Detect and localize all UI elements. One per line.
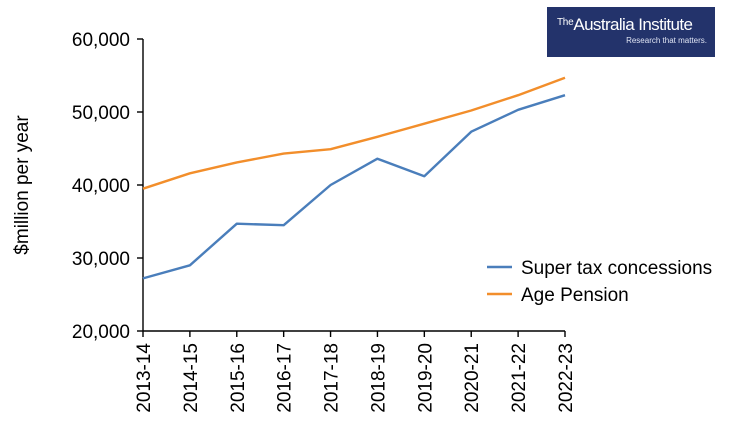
x-tick-label: 2019-20: [415, 343, 436, 413]
x-tick-label: 2014-15: [181, 343, 202, 413]
y-axis: 20,000 30,000 40,000 50,000 60,000: [72, 30, 144, 343]
legend-label: Age Pension: [521, 285, 629, 306]
legend: Super tax concessions Age Pension: [487, 258, 712, 306]
series-lines: [142, 76, 566, 280]
australia-institute-logo: TheAustralia Institute Research that mat…: [547, 7, 715, 57]
series-line: [142, 94, 566, 280]
x-tick-label: 2015-16: [228, 343, 249, 413]
x-axis: 2013-14 2014-15 2015-16 2016-17 2017-18 2018-…: [134, 330, 577, 413]
logo-prefix: The: [557, 17, 574, 28]
x-tick-label: 2022-23: [556, 343, 577, 413]
legend-label: Super tax concessions: [521, 258, 712, 279]
x-tick-label: 2017-18: [322, 343, 343, 413]
x-tick-label: 2016-17: [275, 343, 296, 413]
y-tick-label: 60,000: [72, 30, 130, 51]
logo-title: Australia Institute: [573, 15, 693, 34]
y-tick-label: 50,000: [72, 103, 130, 124]
x-tick-label: 2013-14: [134, 343, 155, 413]
x-tick-label: 2018-19: [368, 343, 389, 413]
y-tick-label: 20,000: [72, 322, 130, 343]
y-tick-label: 40,000: [72, 176, 130, 197]
x-tick-label: 2021-22: [509, 343, 530, 413]
y-tick-label: 30,000: [72, 249, 130, 270]
logo-tagline: Research that matters.: [626, 36, 707, 45]
logo-name: TheAustralia Institute: [557, 13, 707, 35]
series-line: [142, 76, 566, 190]
y-axis-label: $million per year: [12, 115, 33, 255]
x-tick-label: 2020-21: [462, 343, 483, 413]
